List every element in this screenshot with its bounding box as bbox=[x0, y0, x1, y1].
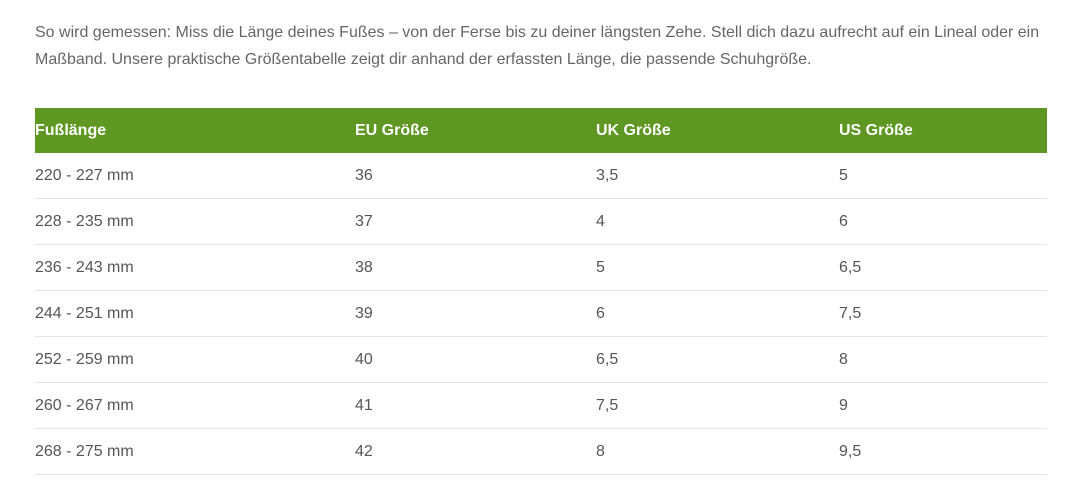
cell-us-size: 9 bbox=[839, 382, 1047, 429]
cell-foot-length: 244 - 251 mm bbox=[35, 290, 355, 337]
table-row: 268 - 275 mm 42 8 9,5 bbox=[35, 428, 1047, 475]
cell-eu-size: 41 bbox=[355, 382, 596, 429]
cell-foot-length: 236 - 243 mm bbox=[35, 244, 355, 291]
table-header-row: Fußlänge EU Größe UK Größe US Größe bbox=[35, 108, 1047, 153]
table-row: 260 - 267 mm 41 7,5 9 bbox=[35, 382, 1047, 429]
cell-eu-size: 38 bbox=[355, 244, 596, 291]
table-row: 220 - 227 mm 36 3,5 5 bbox=[35, 153, 1047, 199]
cell-uk-size: 5 bbox=[596, 244, 839, 291]
header-eu-size: EU Größe bbox=[355, 121, 429, 139]
cell-foot-length: 252 - 259 mm bbox=[35, 336, 355, 383]
header-foot-length: Fußlänge bbox=[35, 121, 107, 139]
header-uk-size: UK Größe bbox=[596, 121, 671, 139]
cell-us-size: 7,5 bbox=[839, 290, 1047, 337]
cell-uk-size: 6,5 bbox=[596, 336, 839, 383]
cell-us-size: 8 bbox=[839, 336, 1047, 383]
cell-us-size: 9,5 bbox=[839, 428, 1047, 475]
table-row: 244 - 251 mm 39 6 7,5 bbox=[35, 290, 1047, 337]
table-row: 252 - 259 mm 40 6,5 8 bbox=[35, 336, 1047, 383]
cell-uk-size: 3,5 bbox=[596, 153, 839, 199]
cell-foot-length: 268 - 275 mm bbox=[35, 428, 355, 475]
cell-us-size: 6 bbox=[839, 198, 1047, 245]
cell-eu-size: 36 bbox=[355, 153, 596, 199]
cell-eu-size: 40 bbox=[355, 336, 596, 383]
cell-eu-size: 37 bbox=[355, 198, 596, 245]
measurement-instructions: So wird gemessen: Miss die Länge deines … bbox=[35, 24, 1040, 68]
cell-eu-size: 42 bbox=[355, 428, 596, 475]
cell-uk-size: 6 bbox=[596, 290, 839, 337]
cell-uk-size: 8 bbox=[596, 428, 839, 475]
cell-us-size: 6,5 bbox=[839, 244, 1047, 291]
cell-eu-size: 39 bbox=[355, 290, 596, 337]
cell-us-size: 5 bbox=[839, 153, 1047, 199]
table-row: 228 - 235 mm 37 4 6 bbox=[35, 198, 1047, 245]
header-us-size: US Größe bbox=[839, 121, 913, 139]
size-chart-table: Fußlänge EU Größe UK Größe US Größe 220 … bbox=[35, 108, 1047, 475]
table-row: 236 - 243 mm 38 5 6,5 bbox=[35, 244, 1047, 291]
cell-uk-size: 7,5 bbox=[596, 382, 839, 429]
cell-foot-length: 220 - 227 mm bbox=[35, 153, 355, 199]
cell-foot-length: 260 - 267 mm bbox=[35, 382, 355, 429]
cell-foot-length: 228 - 235 mm bbox=[35, 198, 355, 245]
cell-uk-size: 4 bbox=[596, 198, 839, 245]
